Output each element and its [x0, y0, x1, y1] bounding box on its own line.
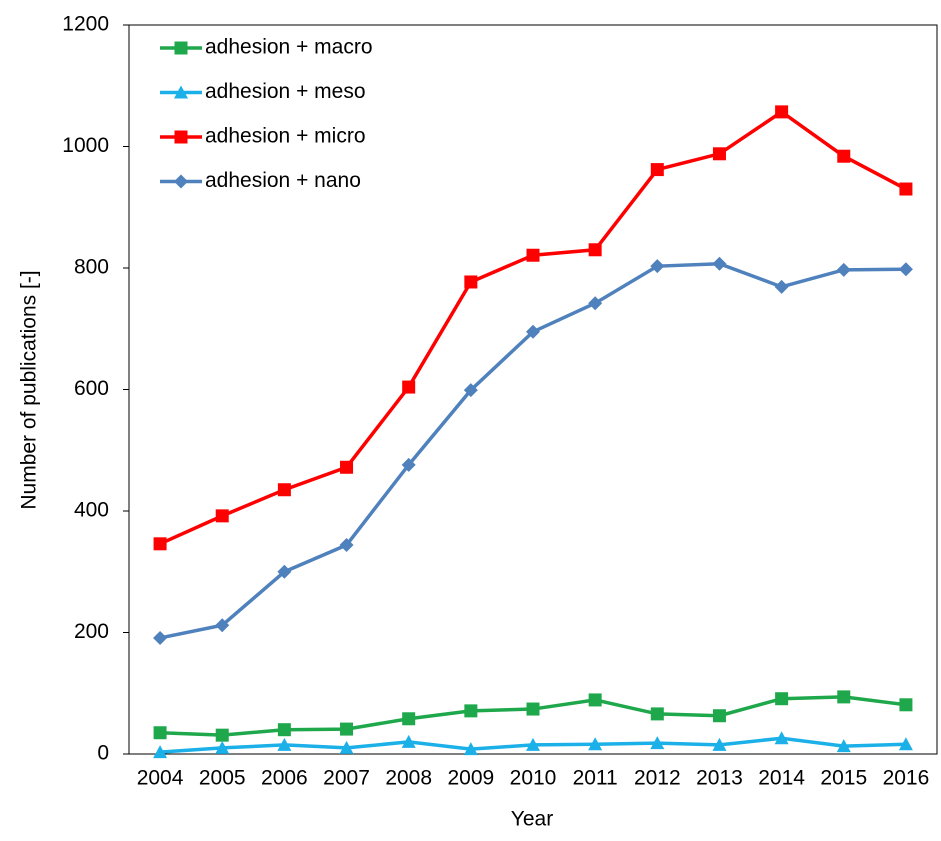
- marker: [340, 722, 354, 736]
- y-tick-label: 600: [74, 377, 109, 400]
- marker: [712, 737, 727, 751]
- marker: [526, 737, 540, 751]
- marker: [277, 737, 292, 751]
- marker: [837, 690, 851, 704]
- marker: [464, 275, 478, 289]
- marker: [898, 737, 913, 751]
- x-tick-label: 2012: [634, 767, 681, 790]
- y-tick-label: 200: [74, 620, 109, 643]
- marker: [836, 739, 851, 753]
- legend-label: adhesion + macro: [205, 36, 373, 59]
- x-tick-label: 2016: [883, 767, 930, 790]
- marker: [588, 737, 603, 751]
- marker: [836, 262, 851, 277]
- marker: [588, 243, 602, 257]
- y-tick-label: 0: [97, 742, 109, 765]
- legend-label: adhesion + micro: [205, 125, 366, 148]
- marker: [277, 564, 292, 579]
- y-tick-label: 400: [74, 499, 109, 522]
- legend-marker: [174, 85, 188, 99]
- marker: [774, 279, 789, 294]
- marker: [153, 537, 167, 551]
- marker: [277, 483, 291, 497]
- x-axis-label: Year: [511, 808, 553, 831]
- x-tick-label: 2006: [261, 767, 308, 790]
- marker: [339, 538, 354, 553]
- marker: [650, 736, 665, 750]
- legend-marker: [174, 174, 188, 189]
- marker: [215, 740, 230, 754]
- x-tick-label: 2009: [447, 767, 494, 790]
- y-axis-label: Number of publications [-]: [18, 270, 41, 509]
- marker: [899, 698, 913, 712]
- marker: [712, 709, 726, 723]
- y-tick-label: 1200: [62, 13, 109, 36]
- marker: [215, 728, 229, 742]
- marker: [340, 460, 354, 474]
- marker: [401, 734, 416, 748]
- marker: [898, 262, 913, 277]
- marker: [215, 509, 229, 523]
- marker: [464, 704, 478, 718]
- marker: [837, 149, 851, 163]
- x-tick-label: 2014: [758, 767, 805, 790]
- y-tick-label: 1000: [62, 134, 109, 157]
- series-line: [159, 261, 906, 640]
- marker: [215, 618, 230, 633]
- marker: [775, 692, 789, 706]
- marker: [526, 324, 540, 339]
- marker: [650, 707, 664, 721]
- marker: [153, 630, 168, 645]
- marker: [339, 740, 354, 754]
- x-tick-label: 2010: [510, 767, 557, 790]
- marker: [712, 147, 726, 161]
- marker: [402, 712, 416, 726]
- marker: [899, 182, 913, 196]
- marker: [526, 248, 540, 262]
- marker: [774, 731, 789, 745]
- x-tick-label: 2011: [573, 767, 618, 790]
- x-tick-label: 2008: [385, 767, 432, 790]
- marker: [401, 457, 416, 472]
- x-tick-label: 2007: [323, 767, 370, 790]
- x-tick-label: 2013: [696, 767, 743, 790]
- marker: [775, 105, 789, 119]
- legend-marker: [174, 130, 188, 144]
- legend-label: adhesion + nano: [205, 169, 361, 192]
- marker: [650, 163, 664, 177]
- marker: [402, 380, 416, 394]
- marker: [588, 296, 603, 311]
- y-tick-label: 800: [74, 256, 109, 279]
- marker: [526, 702, 540, 716]
- marker: [588, 693, 602, 707]
- x-tick-label: 2004: [137, 767, 184, 790]
- legend-marker: [174, 41, 188, 55]
- marker: [463, 383, 478, 398]
- x-tick-label: 2005: [199, 767, 246, 790]
- x-tick-label: 2015: [820, 767, 867, 790]
- marker: [153, 745, 168, 759]
- marker: [277, 723, 291, 737]
- marker: [463, 742, 478, 756]
- marker: [153, 726, 167, 740]
- legend-label: adhesion + meso: [205, 80, 366, 103]
- marker: [712, 256, 727, 271]
- marker: [650, 259, 665, 274]
